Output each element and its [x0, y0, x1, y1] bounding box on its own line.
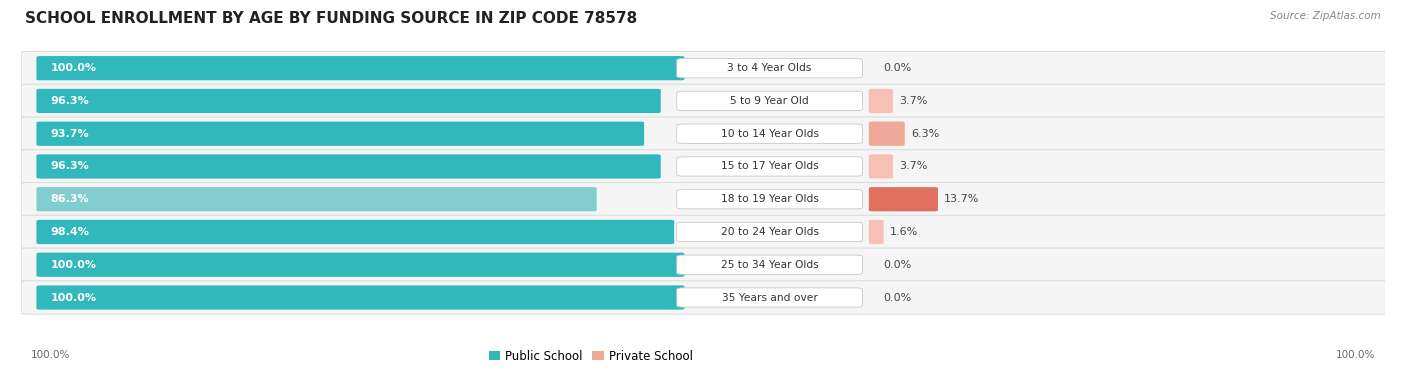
Text: 3.7%: 3.7%: [900, 161, 928, 172]
FancyBboxPatch shape: [21, 52, 1392, 85]
Text: 96.3%: 96.3%: [51, 96, 90, 106]
Text: 1.6%: 1.6%: [890, 227, 918, 237]
FancyBboxPatch shape: [37, 253, 685, 277]
FancyBboxPatch shape: [869, 121, 904, 146]
Text: 3.7%: 3.7%: [900, 96, 928, 106]
Text: 98.4%: 98.4%: [51, 227, 90, 237]
FancyBboxPatch shape: [21, 117, 1392, 150]
Text: Source: ZipAtlas.com: Source: ZipAtlas.com: [1270, 11, 1381, 21]
FancyBboxPatch shape: [869, 220, 884, 244]
Text: SCHOOL ENROLLMENT BY AGE BY FUNDING SOURCE IN ZIP CODE 78578: SCHOOL ENROLLMENT BY AGE BY FUNDING SOUR…: [25, 11, 637, 26]
FancyBboxPatch shape: [676, 255, 862, 274]
FancyBboxPatch shape: [21, 150, 1392, 183]
Text: 25 to 34 Year Olds: 25 to 34 Year Olds: [721, 260, 818, 270]
Text: 100.0%: 100.0%: [31, 350, 70, 360]
Text: 5 to 9 Year Old: 5 to 9 Year Old: [730, 96, 808, 106]
FancyBboxPatch shape: [21, 248, 1392, 282]
FancyBboxPatch shape: [21, 215, 1392, 249]
Text: 96.3%: 96.3%: [51, 161, 90, 172]
Legend: Public School, Private School: Public School, Private School: [484, 345, 697, 367]
FancyBboxPatch shape: [21, 84, 1392, 118]
Text: 0.0%: 0.0%: [883, 293, 911, 302]
FancyBboxPatch shape: [37, 187, 596, 211]
FancyBboxPatch shape: [676, 288, 862, 307]
Text: 0.0%: 0.0%: [883, 63, 911, 73]
Text: 93.7%: 93.7%: [51, 129, 89, 139]
FancyBboxPatch shape: [676, 222, 862, 242]
Text: 100.0%: 100.0%: [51, 260, 97, 270]
FancyBboxPatch shape: [37, 89, 661, 113]
FancyBboxPatch shape: [37, 285, 685, 310]
Text: 10 to 14 Year Olds: 10 to 14 Year Olds: [721, 129, 818, 139]
Text: 20 to 24 Year Olds: 20 to 24 Year Olds: [721, 227, 818, 237]
FancyBboxPatch shape: [676, 58, 862, 78]
FancyBboxPatch shape: [21, 182, 1392, 216]
Text: 15 to 17 Year Olds: 15 to 17 Year Olds: [721, 161, 818, 172]
Text: 86.3%: 86.3%: [51, 194, 89, 204]
Text: 13.7%: 13.7%: [945, 194, 980, 204]
FancyBboxPatch shape: [676, 157, 862, 176]
Text: 35 Years and over: 35 Years and over: [721, 293, 817, 302]
Text: 3 to 4 Year Olds: 3 to 4 Year Olds: [727, 63, 811, 73]
Text: 100.0%: 100.0%: [51, 293, 97, 302]
FancyBboxPatch shape: [869, 187, 938, 211]
Text: 6.3%: 6.3%: [911, 129, 939, 139]
Text: 100.0%: 100.0%: [1336, 350, 1375, 360]
Text: 18 to 19 Year Olds: 18 to 19 Year Olds: [721, 194, 818, 204]
Text: 100.0%: 100.0%: [51, 63, 97, 73]
FancyBboxPatch shape: [676, 190, 862, 209]
FancyBboxPatch shape: [37, 154, 661, 179]
FancyBboxPatch shape: [676, 91, 862, 110]
Text: 0.0%: 0.0%: [883, 260, 911, 270]
FancyBboxPatch shape: [676, 124, 862, 143]
FancyBboxPatch shape: [37, 121, 644, 146]
FancyBboxPatch shape: [21, 281, 1392, 314]
FancyBboxPatch shape: [869, 89, 893, 113]
FancyBboxPatch shape: [37, 56, 685, 80]
FancyBboxPatch shape: [37, 220, 675, 244]
FancyBboxPatch shape: [869, 154, 893, 179]
